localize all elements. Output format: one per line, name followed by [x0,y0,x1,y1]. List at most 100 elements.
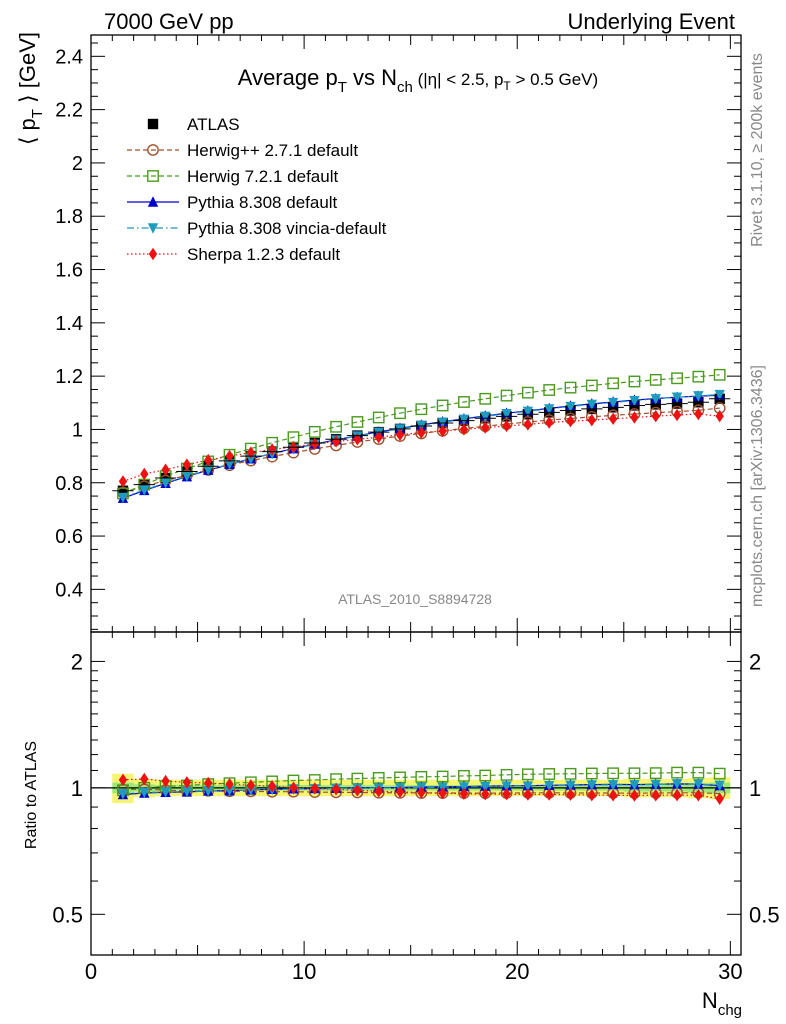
main-point-s5-18 [502,419,511,433]
main-point-s5-17 [481,421,490,434]
main-point-s4-24 [629,395,640,407]
ratio-point-s1-23 [607,767,620,780]
analysis-watermark: ATLAS_2010_S8894728 [338,591,492,607]
ratio-point-s4-27 [694,789,703,802]
main-point-s4-18 [501,409,512,420]
main-point-s2-17 [479,392,492,405]
main-y-tick-label: 1.4 [55,313,83,335]
main-point-s5-20 [544,416,554,429]
ratio-point-s3-2 [160,787,171,798]
main-point-s4-6 [245,454,257,465]
main-point-s5-1 [140,467,149,481]
ratio-point-s4-13 [395,785,405,799]
legend-label-1: Herwig++ 2.7.1 default [187,141,358,160]
main-y-tick-label: 0.6 [55,526,83,548]
main-point-s5-22 [587,413,597,427]
main-point-s4-1 [139,485,150,496]
ratio-point-s1-27 [692,766,705,779]
main-point-s4-28 [714,389,725,401]
main-point-s2-10 [330,420,342,433]
ratio-point-s4-9 [310,782,319,795]
main-point-s2-16 [458,396,470,408]
header-right-label: Underlying Event [567,9,735,34]
main-point-s5-14 [417,426,426,439]
ratio-point-s4-22 [587,788,597,802]
main-point-s2-15 [436,399,449,412]
main-point-s5-27 [694,407,703,421]
main-point-s2-11 [351,416,364,428]
ratio-point-s4-7 [267,780,277,793]
legend-marker-1 [147,144,159,156]
x-axis-label: Nchg [702,988,742,1019]
main-point-s4-3 [181,471,193,482]
main-point-s5-16 [459,423,469,436]
ratio-point-s3-1 [139,787,150,799]
ratio-plot-frame [90,631,742,956]
ratio-point-s4-15 [438,787,447,800]
ratio-point-s4-25 [651,789,660,802]
main-y-tick-label: 2 [72,153,83,175]
main-series-line-2 [122,374,720,494]
ratio-point-s3-21 [565,780,576,792]
x-tick-label: 0 [85,959,97,984]
ratio-y-tick-label-left: 2 [71,649,83,674]
main-point-s4-26 [671,392,683,403]
main-y-tick-label: 1.2 [55,366,83,388]
ratio-point-s3-28 [714,780,725,792]
main-point-s4-16 [458,414,470,426]
ratio-point-s3-20 [543,780,555,792]
ratio-point-s4-10 [331,783,341,796]
ratio-point-s1-24 [628,767,641,780]
main-point-s5-23 [608,412,618,425]
main-point-s2-21 [564,381,577,394]
legend: ATLAS Herwig++ 2.7.1 default Herwig 7.2.1 … [127,115,387,264]
main-point-s5-13 [395,428,405,441]
main-point-s4-20 [543,404,555,415]
ratio-point-s4-23 [608,789,618,802]
main-point-s5-11 [353,433,362,446]
ratio-point-s3-26 [671,779,683,790]
main-point-s4-17 [480,411,491,423]
main-point-s4-4 [203,465,214,476]
main-point-s4-22 [586,399,598,411]
main-plot-title: Average pT vs Nch (|η| < 2.5, pT > 0.5 G… [238,65,598,96]
ratio-point-s1-22 [585,767,598,780]
legend-marker-0 [147,118,159,130]
main-point-s5-10 [331,435,341,448]
ratio-series-line-1 [122,771,720,791]
main-y-tick-label: 1.6 [55,260,83,282]
ratio-point-s4-14 [417,786,426,799]
main-point-s2-25 [649,373,662,386]
ratio-point-s1-18 [500,768,513,781]
legend-label-2: Herwig 7.2.1 default [187,167,338,186]
main-point-s2-22 [585,379,598,392]
main-point-s4-5 [224,459,235,470]
main-point-s4-25 [650,394,661,405]
ratio-panel: 0.5 0.51 12 20 10 20 30 Ratio to ATLAS [23,631,780,984]
ratio-point-s3-19 [522,781,534,792]
main-point-s5-9 [310,437,319,451]
ratio-point-s4-0 [118,773,128,787]
legend-label-0: ATLAS [187,115,240,134]
ratio-y-tick-label-left: 0.5 [52,902,83,927]
legend-label-3: Pythia 8.308 default [187,193,338,212]
main-y-tick-label: 0.8 [55,473,83,495]
ratio-point-s4-2 [161,774,170,788]
main-point-s5-26 [672,408,682,422]
main-point-s5-24 [630,411,639,424]
main-point-s2-14 [415,403,428,416]
main-point-s2-19 [521,386,534,399]
ratio-point-s3-24 [629,780,640,791]
ratio-point-s1-25 [649,767,662,780]
main-point-s2-13 [394,407,406,420]
main-point-s4-0 [117,492,129,504]
x-tick-label: 30 [718,959,742,984]
main-panel: 0.4 0.6 0.8 1 1.2 1.4 1.6 1.8 2 2.2 2.4 ATLAS_2010… [15,32,742,633]
legend-marker-2 [147,170,159,182]
rivet-version-label: Rivet 3.1.10, ≥ 200k events [749,53,766,247]
legend-label-4: Pythia 8.308 vincia-default [187,219,387,238]
main-point-s4-23 [607,397,619,409]
main-point-s5-7 [267,443,277,456]
ratio-point-s3-17 [480,781,491,793]
ratio-point-s4-12 [374,785,383,798]
